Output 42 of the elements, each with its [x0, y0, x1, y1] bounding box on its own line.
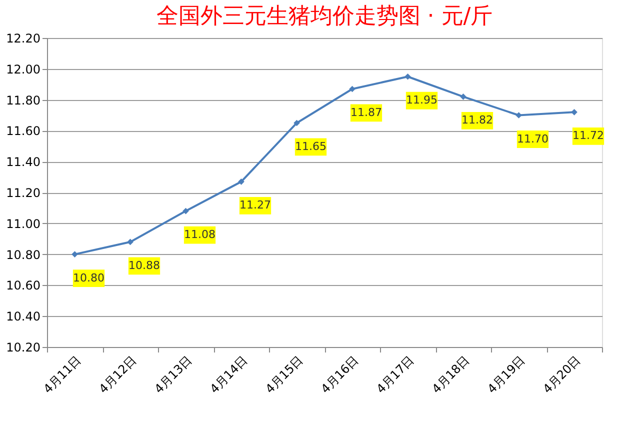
x-tick-label: 4月18日 — [429, 353, 472, 396]
text: 10.80 — [73, 271, 104, 284]
y-tick-label: 10.20 — [6, 340, 40, 354]
y-tick-label: 12.00 — [6, 62, 40, 76]
point — [460, 94, 466, 100]
y-tick-label: 11.80 — [6, 93, 40, 108]
x-tick-label: 4月20日 — [540, 353, 584, 396]
y-tick-label: 11.40 — [6, 155, 40, 170]
y-tick-label: 11.20 — [6, 186, 40, 200]
y-tick-label: 10.60 — [6, 278, 40, 293]
point — [182, 208, 189, 214]
text: 11.70 — [517, 132, 548, 146]
text: 11.95 — [406, 94, 438, 107]
point — [349, 86, 356, 92]
x-tick-label: 4月12日 — [96, 353, 140, 396]
chart-title: 全国外三元生猪均价走势图 · 元/斤 — [156, 4, 493, 29]
x-tick-label: 4月16日 — [318, 353, 362, 396]
point — [127, 238, 134, 246]
y-tick-label: 12.20 — [6, 32, 40, 46]
y-tick-label: 10.80 — [6, 248, 40, 262]
x-tick-label: 4月17日 — [374, 353, 417, 396]
point — [72, 251, 78, 258]
x-tick-label: 4月15日 — [262, 353, 306, 396]
text: 10.88 — [128, 258, 160, 272]
y-tick-label: 11.60 — [6, 124, 40, 138]
x-tick-label: 4月13日 — [152, 353, 195, 396]
y-tick-label: 11.00 — [6, 216, 40, 231]
text: 11.65 — [295, 140, 326, 153]
point — [294, 120, 300, 126]
point — [571, 109, 578, 116]
point — [404, 73, 411, 80]
y-tick-label: 10.40 — [6, 310, 40, 324]
text: 11.08 — [184, 228, 216, 242]
text: 11.87 — [350, 106, 382, 119]
x-tick-label: 4月19日 — [484, 353, 528, 396]
text: 11.27 — [240, 198, 271, 212]
x-tick-label: 4月11日 — [40, 353, 84, 396]
text: 11.82 — [462, 114, 493, 127]
point — [238, 178, 244, 185]
text: 11.72 — [572, 129, 604, 142]
x-tick-label: 4月14日 — [207, 353, 250, 396]
point — [516, 112, 522, 118]
